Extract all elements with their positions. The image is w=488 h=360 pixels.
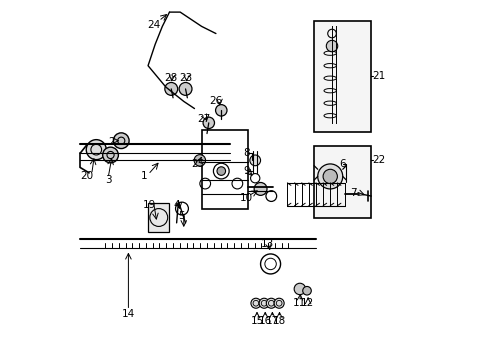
Bar	[313, 146, 370, 217]
Circle shape	[274, 298, 284, 308]
Text: 14: 14	[122, 309, 135, 319]
Circle shape	[259, 298, 268, 308]
Circle shape	[266, 298, 276, 308]
Text: 23: 23	[179, 73, 192, 83]
Text: 26: 26	[209, 96, 222, 107]
Text: 4: 4	[173, 200, 180, 210]
Text: 3: 3	[104, 175, 111, 185]
Circle shape	[113, 133, 129, 149]
Text: 12: 12	[300, 298, 313, 308]
Bar	[148, 203, 169, 232]
Circle shape	[179, 82, 192, 95]
Circle shape	[323, 169, 337, 184]
Circle shape	[102, 147, 118, 163]
Circle shape	[217, 167, 225, 175]
Text: 18: 18	[272, 316, 285, 326]
Bar	[201, 130, 247, 208]
Text: 27: 27	[196, 114, 210, 124]
Circle shape	[317, 164, 342, 189]
Circle shape	[86, 140, 106, 159]
Bar	[313, 21, 370, 132]
Circle shape	[355, 188, 368, 201]
Text: 11: 11	[293, 298, 306, 308]
Circle shape	[302, 287, 311, 295]
Text: 21: 21	[371, 71, 384, 81]
Text: 24: 24	[146, 19, 160, 30]
Text: 1: 1	[141, 171, 147, 181]
Text: 15: 15	[250, 316, 263, 326]
Circle shape	[250, 298, 261, 308]
Text: 25: 25	[191, 159, 204, 169]
Text: 19: 19	[143, 200, 156, 210]
Text: 5: 5	[178, 211, 185, 221]
Text: 22: 22	[371, 156, 384, 165]
Text: 28: 28	[164, 73, 178, 83]
Text: 17: 17	[265, 316, 279, 326]
Text: 6: 6	[339, 159, 346, 169]
Circle shape	[215, 105, 226, 116]
Circle shape	[249, 155, 260, 166]
Text: 10: 10	[239, 193, 252, 203]
Circle shape	[294, 283, 305, 295]
Text: 9: 9	[243, 166, 249, 176]
Text: 8: 8	[243, 148, 249, 158]
Circle shape	[203, 117, 214, 129]
Text: 7: 7	[349, 188, 356, 198]
Text: 20: 20	[80, 171, 93, 181]
Text: 2: 2	[108, 138, 115, 148]
Circle shape	[194, 155, 205, 166]
Circle shape	[164, 82, 177, 95]
Text: 16: 16	[258, 316, 271, 326]
Circle shape	[325, 40, 337, 52]
Text: 13: 13	[261, 239, 274, 249]
Circle shape	[254, 183, 266, 195]
